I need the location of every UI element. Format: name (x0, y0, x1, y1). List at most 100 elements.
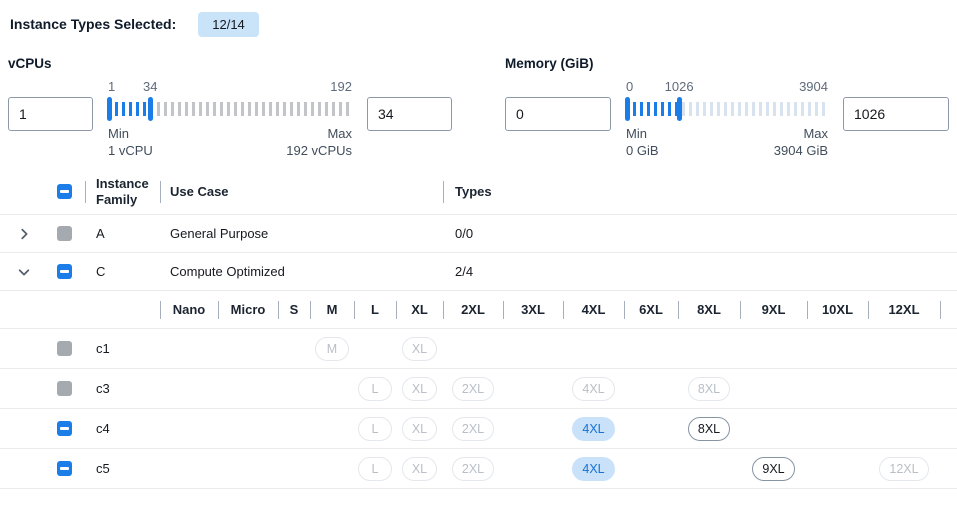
size-pill-c3-4xl: 4XL (572, 376, 615, 401)
memory-captions: Min 0 GiB Max 3904 GiB (626, 125, 828, 159)
size-pill-c1-xl: XL (401, 336, 438, 361)
size-pill-c3-xl: XL (401, 376, 438, 401)
size-pill-c5-12xl: 12XL (879, 456, 929, 481)
size-pill-c4-xl: XL (401, 416, 438, 441)
size-column-header: S (278, 302, 310, 317)
instance-family-table: Instance Family Use Case Types A General… (0, 169, 957, 489)
memory-scale-min: 0 (626, 79, 634, 94)
indeterminate-dash-icon (60, 427, 69, 430)
instance-row-c1: c1 M XL (0, 329, 957, 369)
memory-min-input[interactable] (505, 97, 611, 131)
memory-scale-max: 3904 (799, 79, 828, 94)
size-column-header: 12XL (868, 302, 940, 317)
checkbox-c1 (57, 341, 72, 356)
vcpus-filter: vCPUs 1 34 192 Min 1 vCPU (8, 56, 452, 159)
memory-active-range (626, 102, 680, 116)
memory-scale-labels: 0 1026 3904 (626, 77, 828, 97)
family-row-a: A General Purpose 0/0 (0, 215, 957, 253)
size-pill-c3-8xl: 8XL (687, 376, 731, 401)
size-column-header: 3XL (503, 302, 563, 317)
memory-min-sub: 0 GiB (626, 143, 659, 158)
instance-row-c4: c4 L XL 2XL 4XL 8XL (0, 409, 957, 449)
column-header-types: Types (443, 184, 957, 199)
memory-max-sub: 3904 GiB (773, 143, 828, 158)
size-pill-c4-8xl[interactable]: 8XL (687, 416, 731, 441)
select-all-checkbox[interactable] (57, 184, 72, 199)
size-column-header: 9XL (740, 302, 807, 317)
memory-slider[interactable]: 0 1026 3904 Min 0 GiB Max (625, 77, 828, 159)
vcpus-max-input[interactable] (367, 97, 452, 131)
checkbox-c3 (57, 381, 72, 396)
instance-row-c3: c3 L XL 2XL 4XL 8XL (0, 369, 957, 409)
size-pill-c3-l: L (358, 376, 392, 401)
collapse-row-c-button[interactable] (0, 265, 48, 279)
size-column-header: 8XL (678, 302, 740, 317)
size-pill-c4-4xl[interactable]: 4XL (572, 416, 615, 441)
size-column-header: 4XL (563, 302, 624, 317)
vcpus-min-caption: Min (108, 126, 129, 141)
size-column-header: Nano (160, 302, 218, 317)
family-types-count: 0/0 (455, 226, 474, 241)
filters-section: vCPUs 1 34 192 Min 1 vCPU (0, 38, 957, 159)
size-pill-c1-m: M (315, 336, 349, 361)
vcpus-title: vCPUs (8, 56, 52, 71)
selection-summary-bar: Instance Types Selected: 12/14 (0, 0, 957, 38)
vcpus-track[interactable] (108, 102, 352, 116)
vcpus-min-input[interactable] (8, 97, 93, 131)
checkbox-c4[interactable] (57, 421, 72, 436)
size-pill-c5-l: L (358, 456, 392, 481)
column-header-use-case: Use Case (160, 184, 443, 199)
memory-max-caption: Max (803, 126, 828, 141)
memory-title: Memory (GiB) (505, 56, 594, 71)
size-pill-c4-2xl: 2XL (451, 416, 495, 441)
expand-row-a-button[interactable] (0, 227, 48, 241)
vcpus-active-range (108, 102, 151, 116)
vcpus-captions: Min 1 vCPU Max 192 vCPUs (108, 125, 352, 159)
column-header-instance-family: Instance Family (85, 176, 160, 208)
vcpus-scale-current: 34 (142, 79, 158, 94)
chevron-right-icon (21, 228, 28, 239)
size-column-header: 6XL (624, 302, 678, 317)
size-column-header: XL (396, 302, 443, 317)
memory-lower-handle[interactable] (625, 97, 630, 121)
family-row-c: C Compute Optimized 2/4 (0, 253, 957, 291)
vcpus-min-sub: 1 vCPU (108, 143, 153, 158)
checkbox-family-c[interactable] (57, 264, 72, 279)
checkbox-c5[interactable] (57, 461, 72, 476)
indeterminate-dash-icon (60, 270, 69, 273)
size-pill-c5-9xl[interactable]: 9XL (752, 456, 795, 481)
size-column-header: 10XL (807, 302, 868, 317)
table-header-row: Instance Family Use Case Types (0, 169, 957, 215)
vcpus-scale-min: 1 (108, 79, 116, 94)
family-types-count: 2/4 (455, 264, 474, 279)
selection-count-badge: 12/14 (198, 11, 259, 37)
size-pill-c5-xl: XL (401, 456, 438, 481)
family-name: A (96, 225, 105, 241)
size-header-row: Nano Micro S M L XL 2XL 3XL 4XL 6XL 8XL 9XL 10XL 12XL (0, 291, 957, 329)
checkbox-family-a (57, 226, 72, 241)
vcpus-slider[interactable]: 1 34 192 Min 1 vCPU Max (107, 77, 352, 159)
indeterminate-dash-icon (60, 190, 69, 193)
indeterminate-dash-icon (60, 467, 69, 470)
size-column-header: 2XL (443, 302, 503, 317)
family-use-case: General Purpose (170, 226, 269, 241)
memory-upper-handle[interactable] (677, 97, 683, 121)
vcpus-upper-handle[interactable] (148, 97, 154, 121)
size-pill-c5-4xl[interactable]: 4XL (572, 456, 615, 481)
vcpus-lower-handle[interactable] (107, 97, 112, 121)
memory-scale-current: 1026 (664, 79, 694, 94)
size-column-header: M (310, 302, 354, 317)
instance-row-c5: c5 L XL 2XL 4XL 9XL 12XL (0, 449, 957, 489)
family-use-case: Compute Optimized (170, 264, 285, 279)
size-column-header: L (354, 302, 396, 317)
instance-name: c1 (96, 340, 110, 356)
instance-name: c5 (96, 460, 110, 476)
chevron-down-icon (18, 268, 30, 275)
memory-max-input[interactable] (843, 97, 949, 131)
family-name: C (96, 263, 106, 279)
size-header-cells: Nano Micro S M L XL 2XL 3XL 4XL 6XL 8XL 9XL 10XL 12XL (160, 302, 940, 317)
instance-name: c4 (96, 420, 110, 436)
instance-types-selected-label: Instance Types Selected: (10, 16, 177, 32)
instance-name: c3 (96, 380, 110, 396)
size-pill-c4-l: L (358, 416, 392, 441)
